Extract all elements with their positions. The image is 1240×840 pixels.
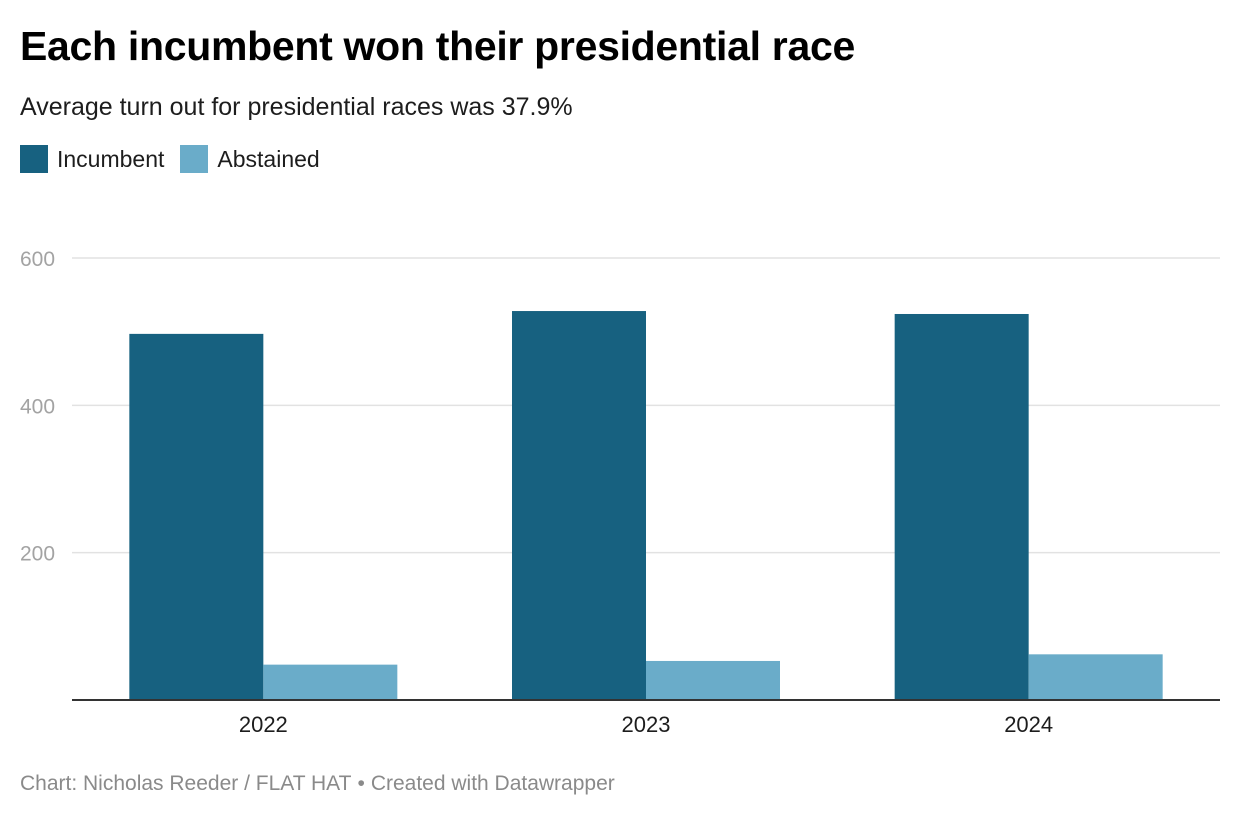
legend-label-incumbent: Incumbent <box>57 145 165 172</box>
legend-item-incumbent: Incumbent <box>20 145 164 173</box>
footer-separator: • <box>357 772 365 795</box>
bar-abstained-2023 <box>646 660 780 700</box>
legend-item-abstained: Abstained <box>180 145 320 173</box>
y-tick-label: 600 <box>20 248 55 271</box>
y-tick-label: 400 <box>20 395 55 418</box>
legend-label-abstained: Abstained <box>217 145 320 172</box>
legend: Incumbent Abstained <box>20 142 336 176</box>
x-tick-label: 2022 <box>239 712 288 737</box>
y-tick-label: 200 <box>20 543 55 566</box>
bar-incumbent-2024 <box>894 313 1029 700</box>
legend-swatch-incumbent <box>20 145 48 173</box>
x-tick-label: 2024 <box>1004 712 1053 737</box>
footer-tool: Created with Datawrapper <box>370 772 615 795</box>
bar-incumbent-2022 <box>129 333 264 700</box>
chart-subtitle: Average turn out for presidential races … <box>20 93 573 121</box>
legend-swatch-abstained <box>180 145 209 173</box>
x-tick-label: 2023 <box>622 712 671 737</box>
bar-abstained-2024 <box>1028 654 1163 700</box>
footer-credit: Chart: Nicholas Reeder / FLAT HAT <box>20 772 352 795</box>
chart-footer: Chart: Nicholas Reeder / FLAT HAT • Create… <box>20 772 615 796</box>
bar-abstained-2022 <box>263 664 398 700</box>
chart-title: Each incumbent won their presidential ra… <box>20 23 855 69</box>
bar-incumbent-2023 <box>512 311 646 700</box>
